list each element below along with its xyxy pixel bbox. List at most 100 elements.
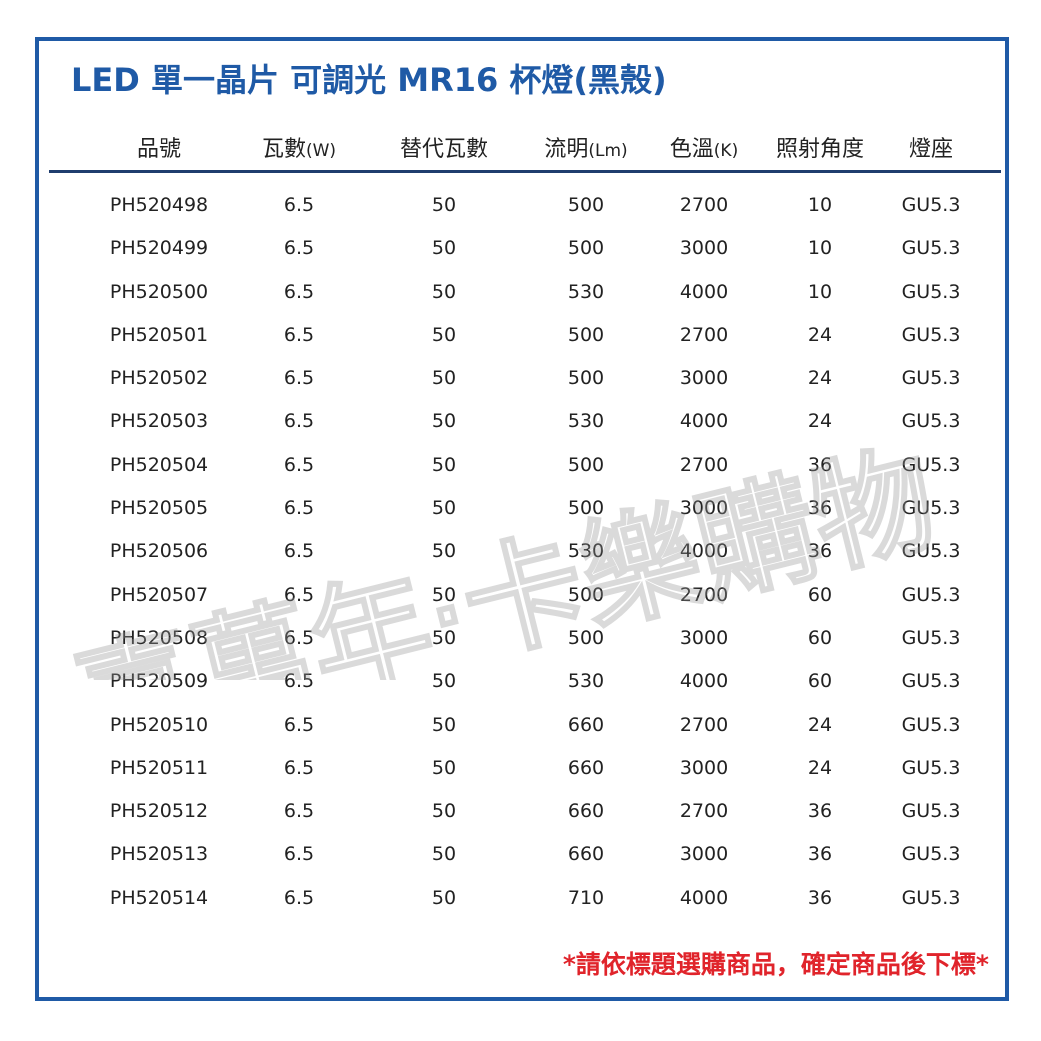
cell-lumens: 500 <box>567 497 605 520</box>
column-header-label: 品號 <box>136 137 182 162</box>
cell-wattage: 6.5 <box>283 886 315 909</box>
cell-wattage: 6.5 <box>283 323 315 346</box>
cell-lamp-base: GU5.3 <box>901 756 961 779</box>
table-header: 品號 瓦數(W) 替代瓦數 流明(Lm) 色溫(K) 照射角度 燈座 <box>49 131 1001 171</box>
cell-part-number: PH520511 <box>109 756 209 779</box>
cell-lamp-base: GU5.3 <box>901 497 961 520</box>
cell-beam-angle: 24 <box>807 323 833 346</box>
table-row: PH520512 6.5 50 660 2700 36 GU5.3 <box>49 792 1001 835</box>
cell-equivalent-wattage: 50 <box>431 756 457 779</box>
table-row: PH520503 6.5 50 530 4000 24 GU5.3 <box>49 402 1001 445</box>
table-row: PH520509 6.5 50 530 4000 60 GU5.3 <box>49 662 1001 705</box>
column-header-unit: (Lm) <box>588 141 628 161</box>
cell-part-number: PH520514 <box>109 886 209 909</box>
column-header-lumens: 流明(Lm) <box>544 131 627 163</box>
cell-part-number: PH520499 <box>109 237 209 260</box>
table-row: PH520508 6.5 50 500 3000 60 GU5.3 <box>49 619 1001 662</box>
column-header-label: 流明 <box>544 137 589 162</box>
cell-lumens: 500 <box>567 453 605 476</box>
cell-color-temperature: 4000 <box>679 670 729 693</box>
table-row: PH520506 6.5 50 530 4000 36 GU5.3 <box>49 532 1001 575</box>
cell-lumens: 530 <box>567 670 605 693</box>
cell-color-temperature: 4000 <box>679 886 729 909</box>
table-row: PH520498 6.5 50 500 2700 10 GU5.3 <box>49 186 1001 229</box>
cell-lamp-base: GU5.3 <box>901 237 961 260</box>
cell-beam-angle: 10 <box>807 194 833 216</box>
page-title: LED 單一晶片 可調光 MR16 杯燈(黑殼) <box>71 61 667 99</box>
table-row: PH520514 6.5 50 710 4000 36 GU5.3 <box>49 879 1001 922</box>
table-row: PH520510 6.5 50 660 2700 24 GU5.3 <box>49 706 1001 749</box>
cell-color-temperature: 2700 <box>679 194 729 216</box>
cell-color-temperature: 3000 <box>679 497 729 520</box>
cell-part-number: PH520512 <box>109 800 209 823</box>
cell-lamp-base: GU5.3 <box>901 410 961 433</box>
cell-color-temperature: 3000 <box>679 367 729 390</box>
cell-lumens: 660 <box>567 756 605 779</box>
cell-lamp-base: GU5.3 <box>901 843 961 866</box>
table-row: PH520505 6.5 50 500 3000 36 GU5.3 <box>49 489 1001 532</box>
cell-beam-angle: 36 <box>807 843 833 866</box>
cell-beam-angle: 24 <box>807 410 833 433</box>
cell-wattage: 6.5 <box>283 800 315 823</box>
cell-lamp-base: GU5.3 <box>901 540 961 563</box>
table-row: PH520500 6.5 50 530 4000 10 GU5.3 <box>49 273 1001 316</box>
cell-lumens: 500 <box>567 583 605 606</box>
cell-lumens: 500 <box>567 323 605 346</box>
cell-lumens: 530 <box>567 410 605 433</box>
column-header-label: 替代瓦數 <box>399 137 489 162</box>
cell-wattage: 6.5 <box>283 237 315 260</box>
column-header-part-number: 品號 <box>137 131 181 163</box>
cell-beam-angle: 10 <box>807 237 833 260</box>
column-header-unit: (W) <box>305 141 337 161</box>
cell-wattage: 6.5 <box>283 756 315 779</box>
cell-wattage: 6.5 <box>283 453 315 476</box>
table-row: PH520499 6.5 50 500 3000 10 GU5.3 <box>49 229 1001 272</box>
cell-color-temperature: 4000 <box>679 280 729 303</box>
column-header-unit: (K) <box>713 141 739 161</box>
cell-lamp-base: GU5.3 <box>901 886 961 909</box>
cell-part-number: PH520502 <box>109 367 209 390</box>
cell-equivalent-wattage: 50 <box>431 713 457 736</box>
column-header-label: 色溫 <box>669 137 714 162</box>
cell-color-temperature: 4000 <box>679 410 729 433</box>
cell-beam-angle: 36 <box>807 497 833 520</box>
cell-equivalent-wattage: 50 <box>431 583 457 606</box>
cell-part-number: PH520510 <box>109 713 209 736</box>
cell-color-temperature: 3000 <box>679 626 729 649</box>
cell-wattage: 6.5 <box>283 670 315 693</box>
cell-wattage: 6.5 <box>283 843 315 866</box>
cell-wattage: 6.5 <box>283 626 315 649</box>
cell-beam-angle: 36 <box>807 800 833 823</box>
cell-part-number: PH520500 <box>109 280 209 303</box>
cell-lamp-base: GU5.3 <box>901 800 961 823</box>
table-row: PH520501 6.5 50 500 2700 24 GU5.3 <box>49 316 1001 359</box>
table-row: PH520502 6.5 50 500 3000 24 GU5.3 <box>49 359 1001 402</box>
cell-lamp-base: GU5.3 <box>901 670 961 693</box>
cell-lamp-base: GU5.3 <box>901 626 961 649</box>
cell-equivalent-wattage: 50 <box>431 280 457 303</box>
table-row: PH520507 6.5 50 500 2700 60 GU5.3 <box>49 576 1001 619</box>
cell-lamp-base: GU5.3 <box>901 713 961 736</box>
column-header-label: 照射角度 <box>775 137 865 162</box>
cell-lumens: 500 <box>567 194 605 216</box>
cell-color-temperature: 3000 <box>679 756 729 779</box>
table-row: PH520504 6.5 50 500 2700 36 GU5.3 <box>49 446 1001 489</box>
cell-lumens: 660 <box>567 713 605 736</box>
cell-wattage: 6.5 <box>283 280 315 303</box>
cell-beam-angle: 60 <box>807 583 833 606</box>
cell-equivalent-wattage: 50 <box>431 626 457 649</box>
cell-equivalent-wattage: 50 <box>431 670 457 693</box>
cell-wattage: 6.5 <box>283 583 315 606</box>
cell-color-temperature: 3000 <box>679 237 729 260</box>
cell-equivalent-wattage: 50 <box>431 323 457 346</box>
cell-beam-angle: 24 <box>807 367 833 390</box>
cell-beam-angle: 36 <box>807 453 833 476</box>
cell-color-temperature: 2700 <box>679 583 729 606</box>
cell-part-number: PH520501 <box>109 323 209 346</box>
header-divider <box>49 170 1001 173</box>
cell-beam-angle: 36 <box>807 886 833 909</box>
cell-wattage: 6.5 <box>283 367 315 390</box>
cell-beam-angle: 60 <box>807 670 833 693</box>
cell-lamp-base: GU5.3 <box>901 323 961 346</box>
cell-equivalent-wattage: 50 <box>431 497 457 520</box>
